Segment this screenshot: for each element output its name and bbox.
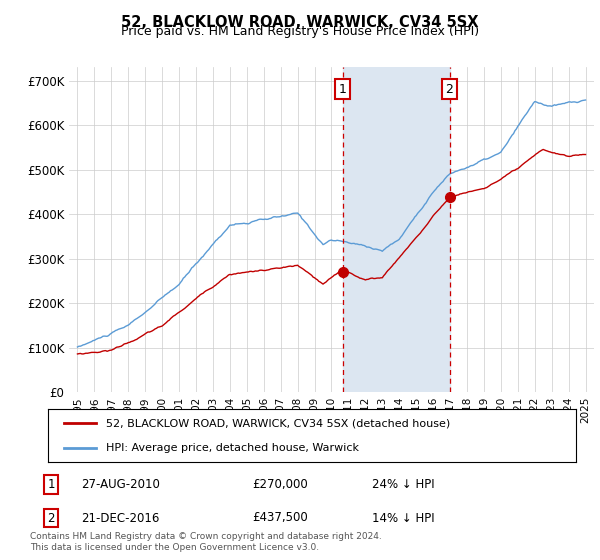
Text: 21-DEC-2016: 21-DEC-2016 xyxy=(81,511,160,525)
Text: 2: 2 xyxy=(47,511,55,525)
Text: Price paid vs. HM Land Registry's House Price Index (HPI): Price paid vs. HM Land Registry's House … xyxy=(121,25,479,38)
Text: 1: 1 xyxy=(47,478,55,491)
Text: 52, BLACKLOW ROAD, WARWICK, CV34 5SX (detached house): 52, BLACKLOW ROAD, WARWICK, CV34 5SX (de… xyxy=(106,418,451,428)
Text: £270,000: £270,000 xyxy=(252,478,308,491)
Text: 24% ↓ HPI: 24% ↓ HPI xyxy=(372,478,434,491)
Text: HPI: Average price, detached house, Warwick: HPI: Average price, detached house, Warw… xyxy=(106,442,359,452)
Text: 52, BLACKLOW ROAD, WARWICK, CV34 5SX: 52, BLACKLOW ROAD, WARWICK, CV34 5SX xyxy=(121,15,479,30)
Text: Contains HM Land Registry data © Crown copyright and database right 2024.
This d: Contains HM Land Registry data © Crown c… xyxy=(30,532,382,552)
Text: 2: 2 xyxy=(446,83,454,96)
Text: £437,500: £437,500 xyxy=(252,511,308,525)
Bar xyxy=(343,67,449,392)
Text: 14% ↓ HPI: 14% ↓ HPI xyxy=(372,511,434,525)
Text: 1: 1 xyxy=(339,83,347,96)
Text: 27-AUG-2010: 27-AUG-2010 xyxy=(81,478,160,491)
